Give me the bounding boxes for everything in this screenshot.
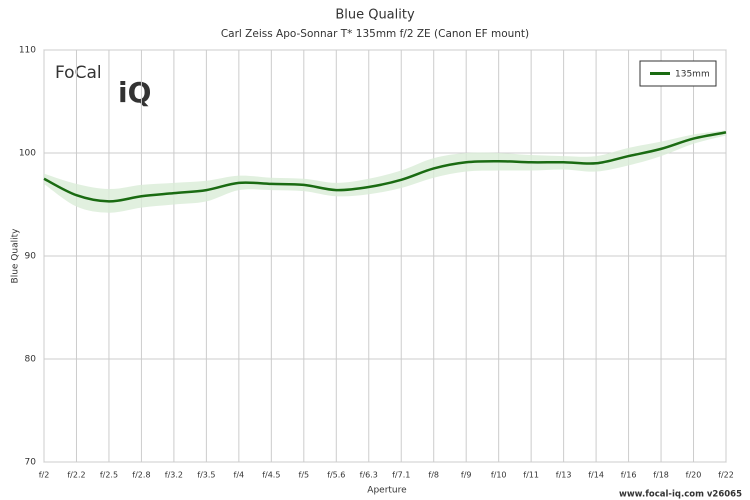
x-tick-label: f/9 <box>461 471 472 480</box>
x-tick-label: f/4 <box>234 471 245 480</box>
x-axis-label: Aperture <box>367 486 407 496</box>
x-tick-label: f/11 <box>523 471 539 480</box>
y-tick-label: 80 <box>25 355 37 365</box>
y-tick-label: 70 <box>25 458 37 468</box>
x-tick-label: f/2 <box>39 471 50 480</box>
x-tick-label: f/16 <box>621 471 637 480</box>
x-tick-label: f/5.6 <box>327 471 345 480</box>
x-tick-label: f/14 <box>588 471 604 480</box>
legend-label: 135mm <box>675 70 710 80</box>
x-tick-label: f/13 <box>556 471 572 480</box>
footer: www.focal-iq.com v26065 <box>619 490 742 500</box>
x-tick-label: f/3.5 <box>197 471 215 480</box>
x-tick-label: f/7.1 <box>392 471 410 480</box>
x-tick-label: f/2.8 <box>132 471 150 480</box>
series-line <box>43 131 727 203</box>
logo: iQ <box>118 76 151 109</box>
y-tick-label: 110 <box>19 46 36 56</box>
x-tick-label: f/22 <box>718 471 734 480</box>
y-axis-label: Blue Quality <box>11 228 21 284</box>
x-tick-label: f/6.3 <box>360 471 378 480</box>
x-tick-label: f/10 <box>491 471 507 480</box>
logo: FoCal <box>55 63 102 83</box>
x-tick-label: f/5 <box>299 471 310 480</box>
y-tick-label: 90 <box>25 252 37 262</box>
confidence-band <box>44 130 726 213</box>
y-tick-label: 100 <box>19 149 36 159</box>
x-tick-label: f/20 <box>686 471 702 480</box>
x-tick-label: f/3.2 <box>165 471 183 480</box>
x-tick-label: f/18 <box>653 471 669 480</box>
x-tick-label: f/4.5 <box>262 471 280 480</box>
x-tick-label: f/2.2 <box>67 471 85 480</box>
x-tick-label: f/8 <box>428 471 439 480</box>
x-tick-label: f/2.5 <box>100 471 118 480</box>
chart-subtitle: Carl Zeiss Apo-Sonnar T* 135mm f/2 ZE (C… <box>221 28 529 40</box>
chart-title: Blue Quality <box>335 8 415 23</box>
